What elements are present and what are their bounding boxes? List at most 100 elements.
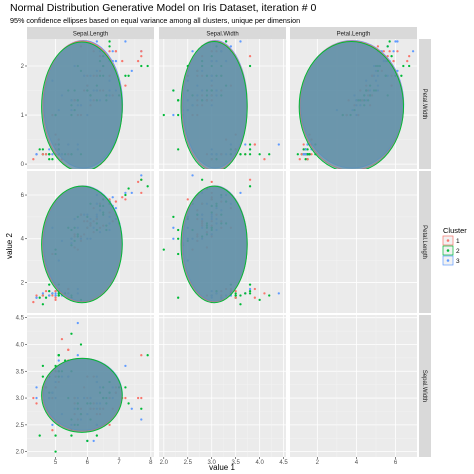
data-point — [248, 55, 252, 58]
data-point — [140, 55, 143, 58]
strip-label: Sepal.Length — [73, 32, 108, 38]
panel-r2-c0: 5 6 7 8 2.0 2.5 3.0 3.5 4.0 4.5 — [16, 315, 154, 466]
data-point — [41, 148, 45, 151]
data-point — [38, 148, 41, 151]
data-point — [248, 178, 252, 181]
data-point — [302, 148, 305, 151]
data-point — [130, 69, 133, 73]
data-point — [54, 450, 57, 453]
y-tick-label: 6 — [21, 193, 25, 199]
data-point — [32, 396, 35, 400]
data-point — [114, 50, 118, 53]
data-point — [48, 148, 51, 151]
data-point — [394, 40, 397, 43]
data-point — [172, 226, 175, 229]
y-tick-label: 2.5 — [16, 423, 25, 429]
y-tick-label: 2 — [21, 280, 25, 286]
data-point — [177, 237, 180, 240]
data-point — [127, 187, 130, 190]
x-tick-label: 2.5 — [184, 460, 193, 466]
data-point — [268, 153, 271, 156]
data-point — [177, 113, 180, 117]
data-point — [124, 396, 127, 400]
data-point — [263, 292, 266, 295]
strip-label: Sepal.Width — [421, 370, 427, 402]
strip-background — [419, 39, 431, 169]
data-point — [70, 332, 73, 335]
row-strip-sepal-width: Sepal.Width — [419, 315, 431, 457]
data-point — [186, 198, 189, 201]
legend-key-point — [446, 259, 450, 262]
data-point — [111, 196, 114, 199]
data-point — [200, 178, 204, 181]
x-tick-label: 6 — [86, 460, 90, 466]
strip-label: Petal.Length — [337, 32, 371, 38]
data-point — [392, 50, 395, 53]
panel-r0-c0: 0 1 2 — [21, 39, 154, 169]
y-tick-label: 3.0 — [16, 396, 25, 402]
confidence-ellipse-cluster-2 — [180, 185, 248, 304]
confidence-ellipse-cluster-2 — [298, 40, 405, 169]
data-point — [234, 290, 237, 293]
data-point — [253, 296, 256, 299]
data-point — [48, 294, 51, 297]
y-axis-title: value 2 — [5, 233, 14, 259]
data-point — [400, 74, 403, 77]
data-point — [248, 292, 252, 295]
row-strip-petal-width: Petal.Width — [419, 39, 431, 169]
data-point — [136, 180, 140, 184]
y-tick-label: 4 — [21, 237, 25, 243]
data-point — [172, 113, 175, 117]
data-point — [130, 407, 133, 410]
strip-background — [159, 27, 286, 39]
data-point — [304, 158, 307, 161]
data-point — [390, 55, 393, 58]
data-point — [302, 153, 305, 156]
data-point — [172, 89, 175, 92]
y-tick-label: 2.0 — [16, 450, 25, 456]
data-point — [38, 434, 41, 437]
data-point — [32, 300, 35, 304]
panel-data — [296, 39, 415, 169]
data-point — [306, 158, 309, 161]
data-point — [229, 45, 233, 48]
data-point — [296, 153, 299, 156]
data-point — [95, 40, 98, 43]
data-point — [177, 228, 180, 232]
data-point — [51, 153, 54, 156]
x-tick-label: 3.5 — [232, 460, 241, 466]
data-point — [172, 215, 175, 219]
data-point — [54, 298, 57, 302]
data-point — [92, 439, 95, 443]
data-point — [51, 423, 54, 426]
data-point — [258, 298, 261, 302]
data-point — [51, 292, 54, 295]
data-point — [57, 354, 60, 357]
strip-background — [419, 315, 431, 457]
data-point — [248, 287, 252, 291]
confidence-ellipse-cluster-2 — [41, 41, 123, 169]
legend-item-cluster-3: 3 — [442, 255, 460, 266]
data-point — [191, 50, 194, 53]
y-tick-label: 1 — [21, 113, 25, 119]
y-tick-label: 4.0 — [16, 342, 25, 348]
data-point — [396, 50, 399, 53]
data-point — [41, 153, 45, 156]
data-point — [253, 143, 256, 146]
data-point — [304, 153, 307, 156]
data-point — [124, 386, 127, 389]
data-point — [388, 40, 391, 43]
data-point — [108, 423, 111, 426]
data-point — [108, 45, 111, 48]
data-point — [136, 59, 140, 63]
data-point — [41, 364, 45, 368]
strip-background — [419, 171, 431, 313]
data-point — [239, 153, 242, 156]
data-point — [248, 283, 252, 286]
column-strip-petal-length: Petal.Length — [290, 27, 417, 39]
data-point — [248, 185, 252, 188]
x-tick-label: 2.0 — [160, 460, 169, 466]
data-point — [54, 290, 57, 293]
data-point — [54, 434, 57, 437]
